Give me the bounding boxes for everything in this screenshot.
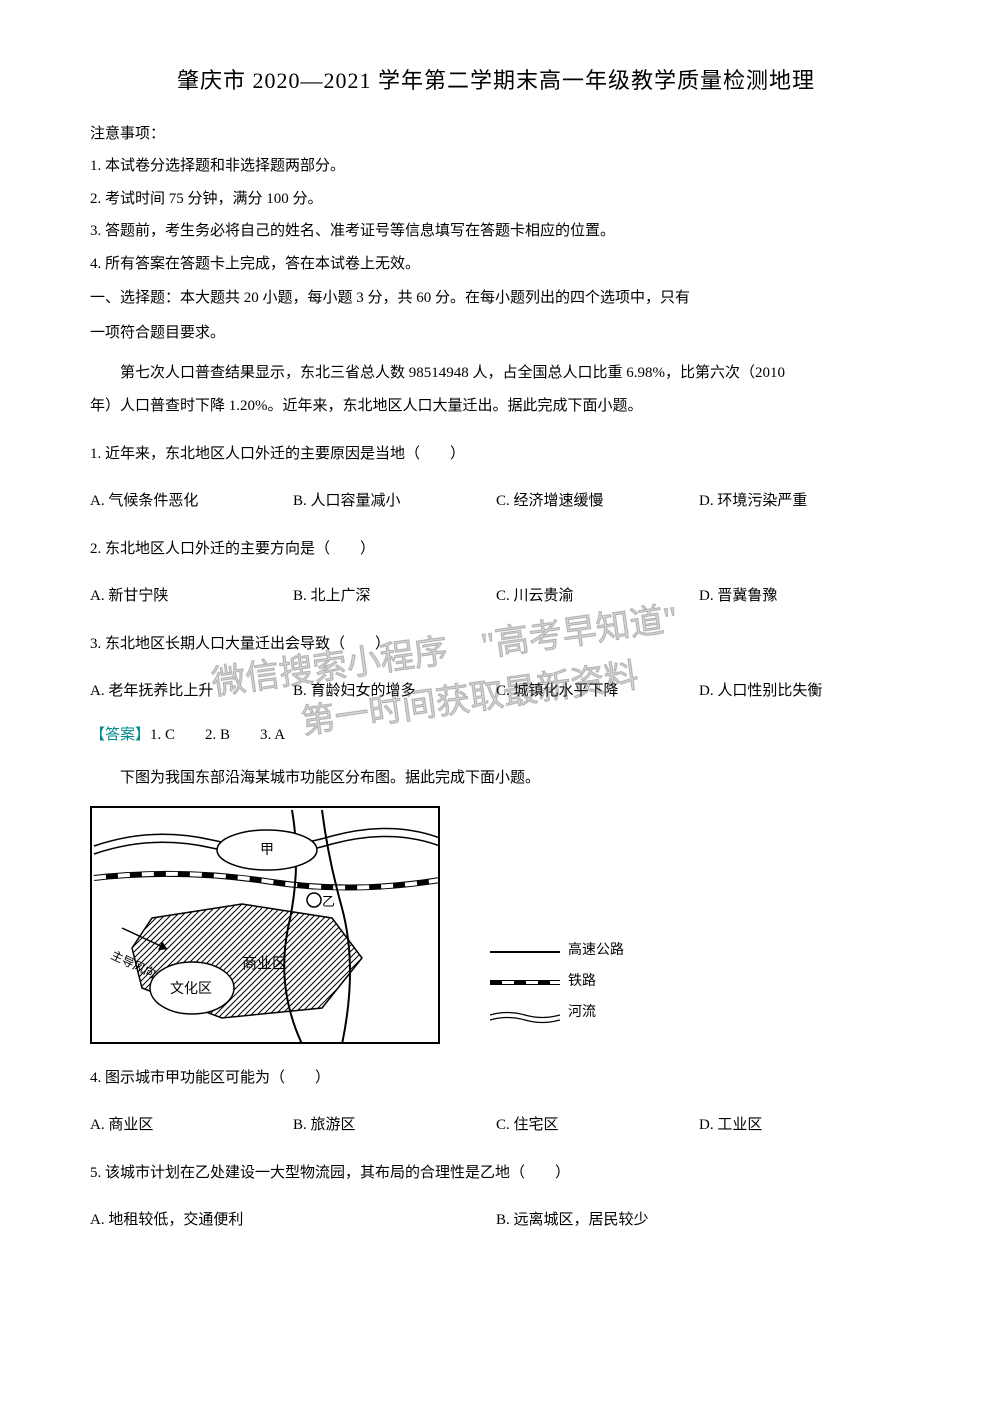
option: D. 环境污染严重 — [699, 487, 902, 516]
passage-text: 第七次人口普查结果显示，东北三省总人数 98514948 人，占全国总人口比重 … — [90, 359, 902, 388]
notice-heading: 注意事项： — [90, 120, 902, 149]
answer-label: 【答案】 — [90, 727, 150, 743]
option: D. 晋冀鲁豫 — [699, 582, 902, 611]
question-stem: 4. 图示城市甲功能区可能为（ ） — [90, 1064, 902, 1093]
exam-title: 肇庆市 2020—2021 学年第二学期末高一年级教学质量检测地理 — [90, 60, 902, 102]
options-row: A. 商业区 B. 旅游区 C. 住宅区 D. 工业区 — [90, 1111, 902, 1140]
answer-line: 【答案】1. C 2. B 3. A — [90, 721, 902, 750]
option: A. 地租较低，交通便利 — [90, 1206, 496, 1235]
section-intro: 一项符合题目要求。 — [90, 319, 902, 348]
option: C. 经济增速缓慢 — [496, 487, 699, 516]
option: C. 城镇化水平下降 — [496, 677, 699, 706]
option: D. 人口性别比失衡 — [699, 677, 902, 706]
option: B. 旅游区 — [293, 1111, 496, 1140]
notice-item: 2. 考试时间 75 分钟，满分 100 分。 — [90, 185, 902, 214]
legend-row: 高速公路 — [490, 936, 624, 967]
option: A. 商业区 — [90, 1111, 293, 1140]
legend-row: 铁路 — [490, 967, 624, 998]
map-label-jia: 甲 — [260, 843, 274, 858]
options-row: A. 老年抚养比上升 B. 育龄妇女的增多 C. 城镇化水平下降 D. 人口性别… — [90, 677, 902, 706]
option: B. 人口容量减小 — [293, 487, 496, 516]
map-legend: 高速公路 铁路 河流 — [490, 936, 624, 1028]
notice-item: 4. 所有答案在答题卡上完成，答在本试卷上无效。 — [90, 250, 902, 279]
passage-text: 年）人口普查时下降 1.20%。近年来，东北地区人口大量迁出。据此完成下面小题。 — [90, 392, 902, 421]
option: D. 工业区 — [699, 1111, 902, 1140]
option: A. 新甘宁陕 — [90, 582, 293, 611]
option: A. 老年抚养比上升 — [90, 677, 293, 706]
option: B. 远离城区，居民较少 — [496, 1206, 902, 1235]
map-box: 甲 乙 商业区 文化区 主导风向 — [90, 806, 440, 1044]
page-content: 肇庆市 2020—2021 学年第二学期末高一年级教学质量检测地理 注意事项： … — [90, 60, 902, 1234]
map-label-business: 商业区 — [242, 955, 287, 972]
question-stem: 2. 东北地区人口外迁的主要方向是（ ） — [90, 535, 902, 564]
legend-river-icon — [490, 1006, 560, 1020]
question-stem: 1. 近年来，东北地区人口外迁的主要原因是当地（ ） — [90, 440, 902, 469]
section-intro: 一、选择题：本大题共 20 小题，每小题 3 分，共 60 分。在每小题列出的四… — [90, 284, 902, 313]
options-row: A. 气候条件恶化 B. 人口容量减小 C. 经济增速缓慢 D. 环境污染严重 — [90, 487, 902, 516]
legend-label: 高速公路 — [568, 936, 624, 967]
option: C. 住宅区 — [496, 1111, 699, 1140]
options-row: A. 地租较低，交通便利 B. 远离城区，居民较少 — [90, 1206, 902, 1235]
question-stem: 5. 该城市计划在乙处建设一大型物流园，其布局的合理性是乙地（ ） — [90, 1159, 902, 1188]
map-label-culture: 文化区 — [170, 981, 212, 997]
options-row: A. 新甘宁陕 B. 北上广深 C. 川云贵渝 D. 晋冀鲁豫 — [90, 582, 902, 611]
notice-item: 3. 答题前，考生务必将自己的姓名、准考证号等信息填写在答题卡相应的位置。 — [90, 217, 902, 246]
question-stem: 3. 东北地区长期人口大量迁出会导致（ ） — [90, 630, 902, 659]
legend-railway-icon — [490, 980, 560, 985]
notice-item: 1. 本试卷分选择题和非选择题两部分。 — [90, 152, 902, 181]
option: B. 北上广深 — [293, 582, 496, 611]
map-svg: 甲 乙 商业区 文化区 主导风向 — [92, 808, 440, 1044]
map-label-yi: 乙 — [322, 894, 335, 909]
answer-text: 1. C 2. B 3. A — [150, 727, 285, 743]
option: B. 育龄妇女的增多 — [293, 677, 496, 706]
option: A. 气候条件恶化 — [90, 487, 293, 516]
option: C. 川云贵渝 — [496, 582, 699, 611]
legend-label: 铁路 — [568, 967, 596, 998]
map-figure: 甲 乙 商业区 文化区 主导风向 高速公路 铁路 河流 — [90, 806, 902, 1044]
passage-text: 下图为我国东部沿海某城市功能区分布图。据此完成下面小题。 — [90, 764, 902, 793]
legend-label: 河流 — [568, 998, 596, 1029]
legend-row: 河流 — [490, 998, 624, 1029]
legend-highway-icon — [490, 951, 560, 953]
